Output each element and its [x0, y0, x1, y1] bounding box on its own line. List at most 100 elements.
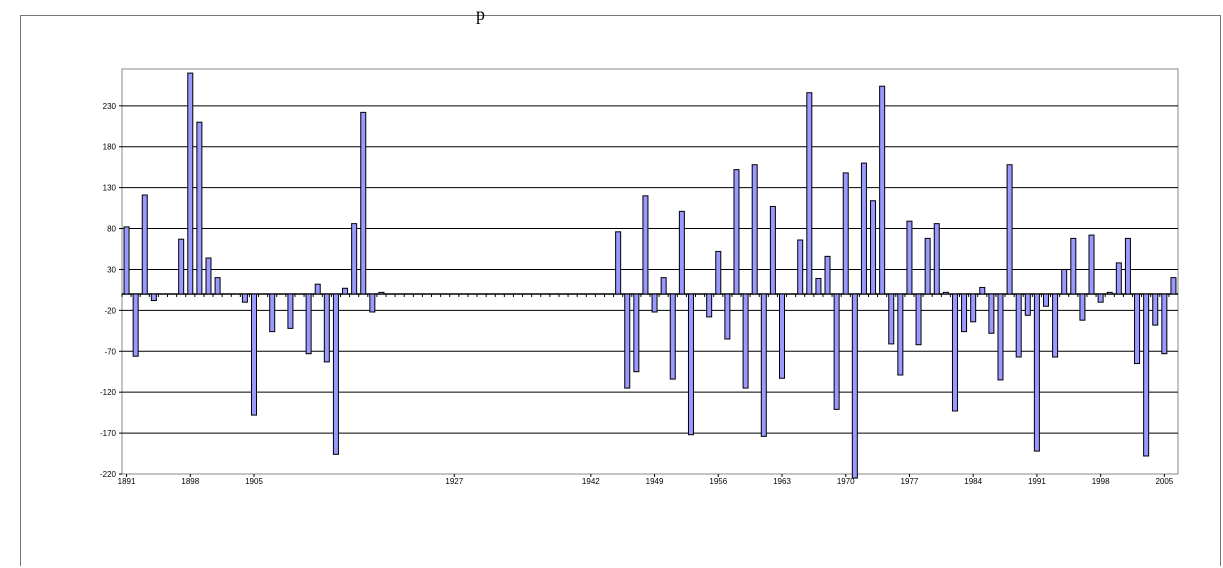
bar [906, 220, 913, 295]
y-tick-label: 80 [107, 225, 116, 234]
bar [187, 72, 194, 295]
bar [178, 238, 185, 295]
x-tick-label: 1977 [901, 477, 919, 486]
bar [287, 293, 294, 329]
bar [1042, 293, 1050, 307]
bar [642, 195, 649, 295]
bar [1124, 237, 1131, 295]
bar [824, 255, 831, 295]
y-tick-label: 130 [103, 184, 117, 193]
bar [778, 293, 786, 379]
header-fragment: p [476, 4, 485, 24]
bar [369, 293, 376, 313]
bar [888, 293, 895, 345]
bar [633, 293, 640, 373]
bar [851, 293, 858, 479]
bar [342, 287, 349, 295]
bar [669, 293, 676, 380]
x-tick-label: 1942 [582, 477, 600, 486]
bar [1061, 268, 1068, 295]
bar [1088, 234, 1095, 295]
bar [915, 293, 922, 346]
bar [651, 293, 658, 313]
bar [806, 92, 813, 295]
x-tick-label: 1998 [1092, 477, 1110, 486]
bar-chart: -220 -170 -120 -70 -20 30 80 130 180 230 1891 1898 1… [100, 68, 1179, 486]
bar [942, 291, 949, 295]
bar [150, 293, 157, 302]
bar [123, 226, 130, 295]
x-tick-label: 1891 [118, 477, 136, 486]
bar [1106, 291, 1113, 295]
x-tick-label: 1927 [445, 477, 463, 486]
x-tick-label: 1898 [181, 477, 199, 486]
bar [870, 200, 877, 295]
y-tick-label: 180 [103, 143, 117, 152]
bar [879, 85, 886, 295]
chart-frame: p -220 -170 -120 -70 -20 30 80 130 180 230 1891 189… [20, 4, 1221, 566]
x-tick-label: 1949 [646, 477, 664, 486]
bar [897, 293, 904, 376]
bar [724, 293, 731, 340]
bar [815, 277, 822, 295]
bar [1006, 164, 1013, 295]
bar [970, 293, 977, 323]
bar [1024, 293, 1031, 316]
bar [1097, 293, 1104, 303]
y-tick-label: -170 [100, 429, 117, 438]
bar [205, 257, 212, 295]
bar [660, 277, 667, 295]
bar [132, 293, 139, 357]
bar [624, 293, 631, 389]
bar [769, 205, 776, 295]
y-tick-label: 30 [107, 265, 116, 274]
bar [1070, 237, 1077, 295]
bar [1143, 293, 1150, 457]
bar [196, 121, 203, 295]
bar [706, 293, 713, 318]
bar [1052, 293, 1059, 358]
bar [961, 293, 968, 333]
bar [687, 293, 694, 436]
bar [241, 293, 248, 303]
bar [305, 293, 312, 355]
bar [951, 293, 958, 412]
bar [797, 239, 804, 295]
bar [715, 250, 722, 295]
x-tick-label: 1956 [709, 477, 727, 486]
bar [833, 293, 840, 410]
bar [979, 286, 986, 295]
bar [751, 164, 758, 295]
y-tick-label: -20 [104, 306, 116, 315]
bar [1015, 293, 1022, 358]
bar [615, 231, 622, 295]
y-tick-label: -120 [100, 388, 117, 397]
bar [378, 291, 385, 295]
bar [933, 223, 940, 295]
bar [742, 293, 749, 389]
bar [214, 277, 221, 295]
x-tick-label: 1905 [245, 477, 263, 486]
y-tick-label: -70 [104, 347, 116, 356]
bar [1161, 293, 1168, 355]
y-tick-label: 230 [103, 102, 117, 111]
x-tick-label: 1963 [773, 477, 791, 486]
bar [323, 293, 330, 363]
bar [997, 293, 1004, 381]
bar [842, 172, 849, 295]
bar [1115, 262, 1122, 295]
bar [1033, 293, 1040, 452]
bar [988, 293, 995, 334]
bar [250, 293, 258, 416]
bar [760, 293, 767, 437]
bar [351, 223, 358, 295]
bar [1134, 293, 1141, 365]
bar [360, 111, 367, 295]
bar [678, 210, 685, 295]
bar [924, 237, 931, 295]
bar [314, 283, 321, 295]
x-tick-label: 2005 [1155, 477, 1173, 486]
bar [1152, 293, 1159, 326]
plot-area [121, 68, 1179, 475]
bar [269, 293, 276, 333]
